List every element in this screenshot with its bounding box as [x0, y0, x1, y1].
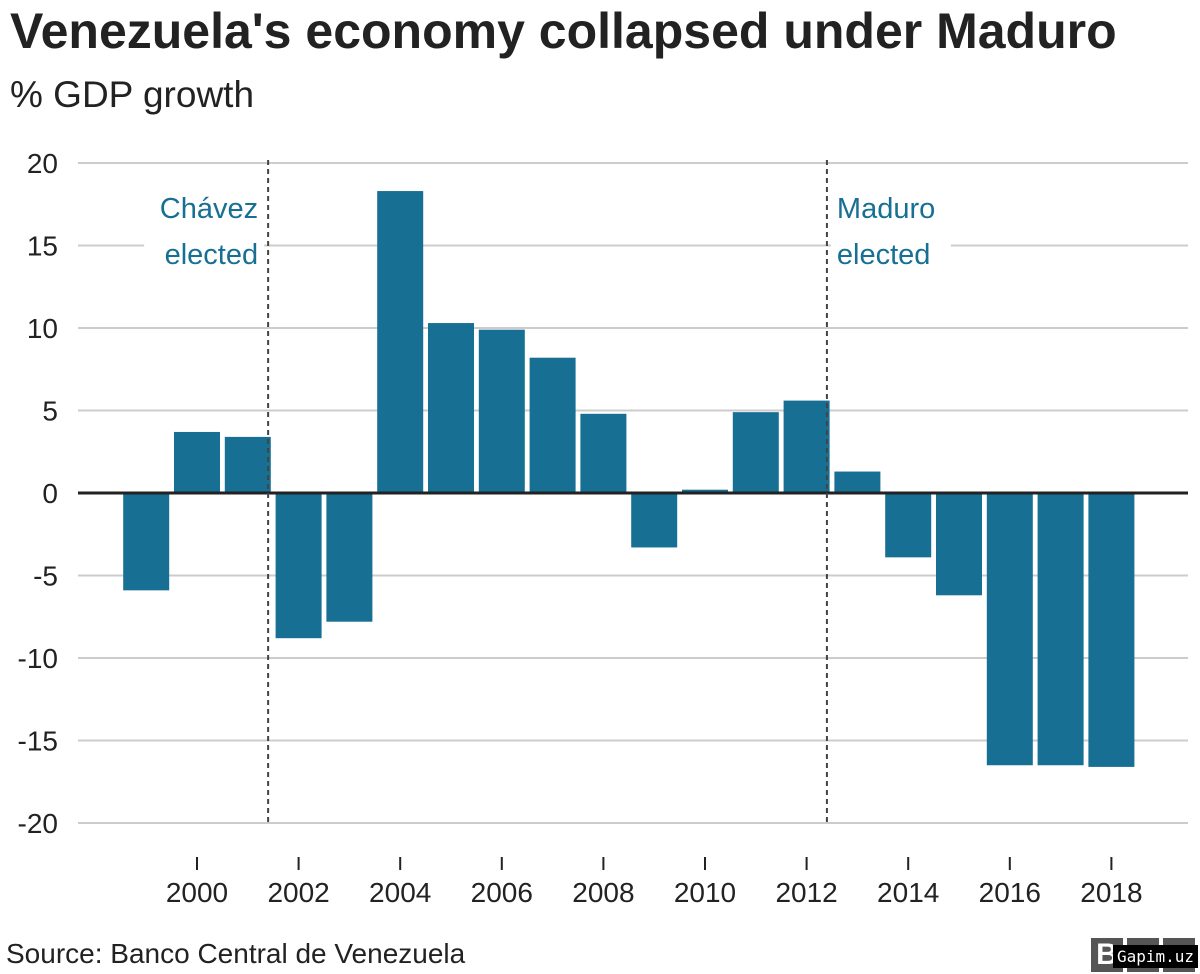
annotation-label: elected	[165, 239, 259, 271]
bar-2009	[631, 493, 678, 548]
x-tick-label: 2000	[166, 877, 228, 908]
annotation-bg	[830, 188, 951, 226]
bar-2018	[1088, 493, 1135, 767]
y-tick-label: -10	[18, 643, 58, 674]
bar-2008	[580, 413, 627, 493]
y-tick-label: 5	[42, 396, 58, 427]
x-tick-label: 2012	[775, 877, 837, 908]
bar-2000	[174, 431, 220, 493]
bar-2013	[834, 471, 881, 493]
y-tick-label: 20	[27, 148, 58, 179]
chart-subtitle: % GDP growth	[10, 74, 255, 115]
bar-2006	[478, 329, 525, 493]
y-tick-label: -5	[33, 561, 58, 592]
annotation-bg	[830, 234, 951, 272]
bar-2005	[428, 323, 474, 493]
bar-2003	[326, 493, 373, 622]
y-tick-label: 10	[27, 313, 58, 344]
x-tick-label: 2006	[471, 877, 533, 908]
bar-2012	[783, 400, 830, 493]
bar-2002	[275, 493, 322, 639]
bar-2016	[986, 493, 1033, 766]
y-tick-label: -15	[18, 726, 58, 757]
annotation-label: Maduro	[837, 193, 935, 225]
bar-2011	[732, 412, 779, 493]
annotation-label: Chávez	[160, 193, 258, 225]
x-tick-label: 2008	[572, 877, 634, 908]
chart-title: Venezuela's economy collapsed under Madu…	[10, 3, 1117, 59]
watermark: Gapim.uz	[1113, 945, 1199, 968]
y-tick-label: 15	[27, 231, 58, 262]
annotation-bg	[144, 234, 265, 272]
x-tick-label: 2010	[674, 877, 736, 908]
x-tick-label: 2016	[979, 877, 1041, 908]
annotation-label: elected	[837, 239, 931, 271]
x-tick-label: 2014	[877, 877, 939, 908]
y-tick-label: 0	[42, 478, 58, 509]
x-tick-label: 2002	[267, 877, 329, 908]
bar-2007	[529, 357, 576, 493]
x-tick-label: 2018	[1080, 877, 1142, 908]
bar-2001	[224, 436, 271, 493]
bar-2014	[885, 493, 932, 558]
annotation-bg	[144, 188, 265, 226]
bar-1999	[123, 493, 170, 591]
bar-2010	[682, 489, 728, 493]
bar-2017	[1037, 493, 1084, 766]
bar-2004	[377, 191, 424, 494]
bar-2015	[936, 493, 982, 596]
source-note: Source: Banco Central de Venezuela	[6, 938, 466, 969]
x-tick-label: 2004	[369, 877, 431, 908]
y-tick-label: -20	[18, 808, 58, 839]
